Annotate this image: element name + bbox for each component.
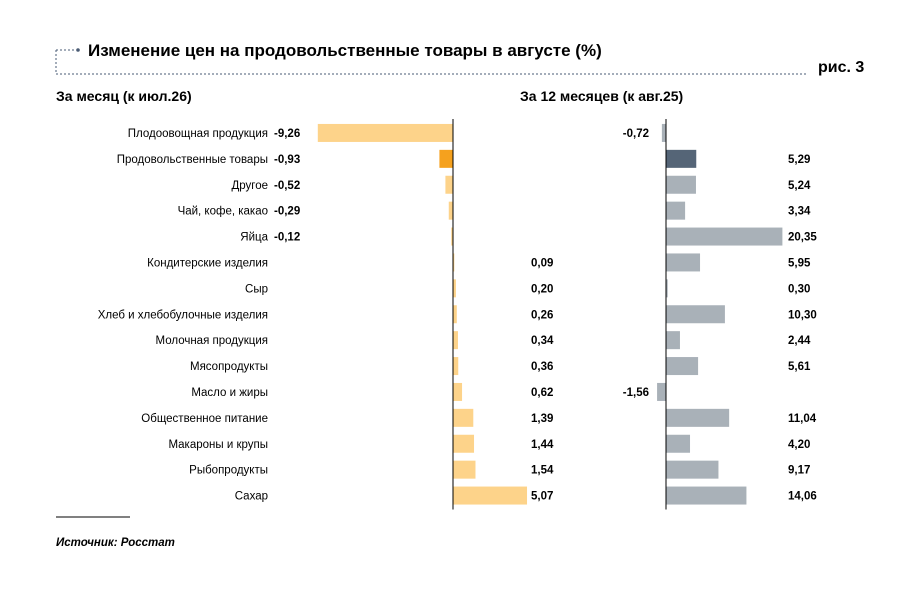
category-label: Продовольственные товары — [117, 154, 268, 166]
year-value-label: 2,44 — [788, 335, 811, 347]
month-value-label: -0,52 — [274, 180, 300, 192]
month-value-label: 0,62 — [531, 387, 553, 399]
left-panel: Плодоовощная продукция -9,26 Продовольстве… — [98, 119, 554, 510]
month-bar — [453, 305, 457, 324]
month-value-label: 0,20 — [531, 283, 553, 295]
year-bar — [666, 227, 783, 246]
month-bar — [451, 227, 453, 246]
year-bar — [666, 331, 680, 350]
month-value-label: -0,93 — [274, 154, 300, 166]
month-value-label: -0,12 — [274, 232, 300, 244]
month-value-label: 1,54 — [531, 465, 554, 477]
year-bar — [666, 201, 686, 220]
year-bar — [666, 357, 699, 376]
category-label: Хлеб и хлебобулочные изделия — [98, 309, 268, 321]
month-bar — [453, 434, 475, 453]
year-value-label: 14,06 — [788, 491, 817, 503]
year-value-label: 5,61 — [788, 361, 811, 373]
year-bar — [657, 382, 666, 401]
month-bar — [448, 201, 453, 220]
year-value-label: 20,35 — [788, 232, 817, 244]
figure-label: рис. 3 — [818, 59, 864, 76]
category-label: Другое — [231, 180, 268, 192]
year-bar — [666, 434, 691, 453]
category-label: Яйца — [240, 232, 268, 244]
category-label: Плодоовощная продукция — [128, 128, 268, 140]
year-bar — [661, 123, 666, 142]
month-value-label: -0,29 — [274, 206, 300, 218]
year-value-label: -0,72 — [623, 128, 649, 140]
category-label: Чай, кофе, какао — [178, 206, 268, 218]
year-bar — [666, 149, 697, 168]
year-bar — [666, 253, 701, 272]
month-bar — [453, 279, 456, 298]
month-bar — [453, 357, 459, 376]
category-label: Молочная продукция — [156, 335, 269, 347]
year-value-label: 3,34 — [788, 206, 811, 218]
month-value-label: 1,39 — [531, 413, 553, 425]
month-bar — [445, 175, 453, 194]
month-bar — [453, 331, 458, 350]
month-bar — [453, 253, 455, 272]
month-value-label: 0,09 — [531, 257, 553, 269]
year-bar — [666, 175, 696, 194]
year-bar — [666, 279, 668, 298]
year-value-label: 10,30 — [788, 309, 817, 321]
right-panel: -0,72 5,29 5,24 3,34 20,35 5,95 0,30 10,30 2,44 5… — [623, 119, 817, 510]
year-bar — [666, 486, 747, 505]
category-label: Мясопродукты — [190, 361, 268, 373]
month-value-label: 0,26 — [531, 309, 553, 321]
year-bar — [666, 305, 725, 324]
year-value-label: 5,29 — [788, 154, 810, 166]
left-panel-title: За месяц (к июл.26) — [56, 88, 192, 104]
category-label: Макароны и крупы — [168, 439, 268, 451]
month-value-label: 5,07 — [531, 491, 553, 503]
year-bar — [666, 460, 719, 479]
year-bar — [666, 408, 730, 427]
year-value-label: 11,04 — [788, 413, 817, 425]
category-label: Сахар — [235, 491, 268, 503]
right-panel-title: За 12 месяцев (к авг.25) — [520, 88, 683, 104]
month-value-label: 0,34 — [531, 335, 554, 347]
source-note: Источник: Росстат — [56, 537, 175, 549]
year-value-label: 4,20 — [788, 439, 810, 451]
category-label: Рыбопродукты — [189, 465, 268, 477]
month-value-label: -9,26 — [274, 128, 300, 140]
year-value-label: 5,24 — [788, 180, 811, 192]
month-bar — [453, 382, 463, 401]
year-value-label: -1,56 — [623, 387, 649, 399]
chart-title: Изменение цен на продовольственные товар… — [88, 41, 602, 60]
month-bar — [439, 149, 453, 168]
month-value-label: 0,36 — [531, 361, 553, 373]
month-bar — [453, 408, 474, 427]
title-frame — [55, 48, 808, 75]
year-value-label: 9,17 — [788, 465, 810, 477]
category-label: Кондитерские изделия — [147, 257, 268, 269]
year-value-label: 0,30 — [788, 283, 810, 295]
category-label: Общественное питание — [141, 413, 268, 425]
month-bar — [453, 486, 528, 505]
month-bar — [453, 460, 476, 479]
category-label: Сыр — [245, 283, 268, 295]
category-label: Масло и жиры — [191, 387, 268, 399]
month-value-label: 1,44 — [531, 439, 554, 451]
month-bar — [317, 123, 453, 142]
year-value-label: 5,95 — [788, 257, 811, 269]
